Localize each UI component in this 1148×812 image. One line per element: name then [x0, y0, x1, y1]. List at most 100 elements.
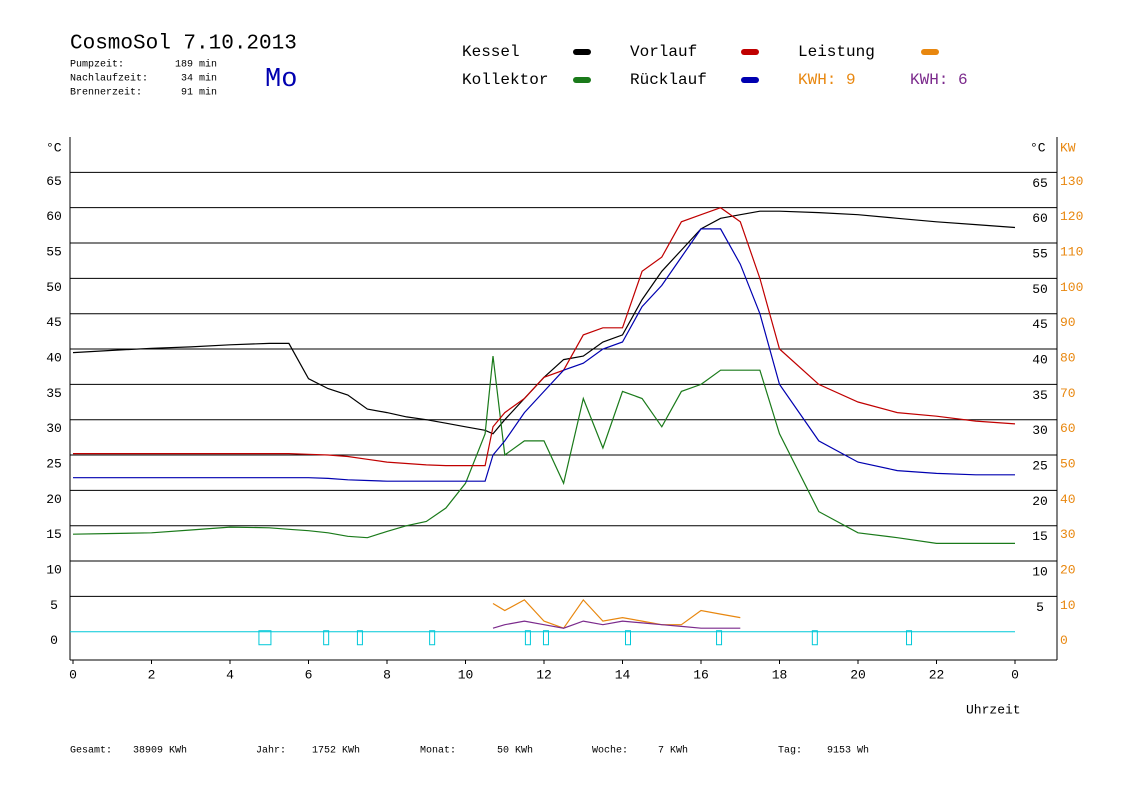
- x-tick-label: 0: [1011, 667, 1019, 682]
- x-tick-label: 20: [850, 667, 866, 682]
- y2-celsius-tick-label: 35: [1032, 388, 1048, 403]
- y-tick-label: 50: [46, 280, 62, 295]
- event-marker: [542, 630, 549, 646]
- x-tick-label: 6: [305, 667, 313, 682]
- event-marker: [323, 630, 330, 646]
- y2-tick-label: 20: [1060, 562, 1076, 577]
- y2-celsius-tick-label: 25: [1032, 458, 1048, 473]
- y-tick-label: 15: [46, 527, 62, 542]
- y-tick-label: 20: [46, 492, 62, 507]
- y2-celsius-tick-label: 20: [1032, 494, 1048, 509]
- y-tick-label: 5: [50, 598, 58, 613]
- series-line: [492, 598, 741, 629]
- y-tick-label: 10: [46, 562, 62, 577]
- y2-axis-label: KW: [1060, 140, 1076, 155]
- y2-tick-label: 110: [1060, 244, 1083, 259]
- footer-value: 9153 Wh: [827, 745, 869, 757]
- footer-label: Gesamt:: [70, 746, 112, 757]
- y-tick-label: 65: [46, 174, 62, 189]
- y-tick-label: 40: [46, 350, 62, 365]
- event-marker: [624, 630, 631, 646]
- y2-tick-label: 60: [1060, 421, 1076, 436]
- y2-tick-label: 120: [1060, 209, 1083, 224]
- y2-celsius-tick-label: 65: [1032, 176, 1048, 191]
- footer-value: 1752 KWh: [312, 745, 360, 757]
- x-tick-label: 18: [772, 667, 788, 682]
- y-tick-label: 45: [46, 315, 62, 330]
- x-tick-label: 12: [536, 667, 552, 682]
- y2-celsius-tick-label: 50: [1032, 282, 1048, 297]
- y2-celsius-tick-label: 15: [1032, 529, 1048, 544]
- x-tick-label: 22: [929, 667, 945, 682]
- event-marker: [429, 630, 436, 646]
- y2-tick-label: 30: [1060, 527, 1076, 542]
- weekday: Mo: [265, 65, 297, 95]
- legend-label: Kessel: [462, 43, 520, 61]
- legend-label: Leistung: [798, 43, 875, 61]
- x-tick-label: 16: [693, 667, 709, 682]
- legend-label: Kollektor: [462, 71, 548, 89]
- footer-label: Tag:: [778, 746, 802, 757]
- y2-tick-label: 50: [1060, 456, 1076, 471]
- y2-tick-label: 70: [1060, 386, 1076, 401]
- x-tick-label: 8: [383, 667, 391, 682]
- event-marker: [811, 630, 818, 646]
- footer-value: 38909 KWh: [133, 745, 187, 757]
- event-marker: [356, 630, 363, 646]
- y-axis-label: °C: [46, 140, 62, 155]
- y2-axis-label-celsius: °C: [1030, 140, 1046, 155]
- x-tick-label: 10: [458, 667, 474, 682]
- y2-tick-label: 90: [1060, 315, 1076, 330]
- y2-tick-label: 0: [1060, 633, 1068, 648]
- footer-value: 7 KWh: [658, 745, 688, 757]
- stat-value: 91 min: [181, 87, 217, 99]
- x-tick-label: 14: [615, 667, 631, 682]
- y-tick-label: 30: [46, 421, 62, 436]
- series-line: [72, 210, 1016, 435]
- y2-tick-label: 100: [1060, 280, 1083, 295]
- y2-celsius-tick-label: 40: [1032, 352, 1048, 367]
- y2-tick-label: 40: [1060, 492, 1076, 507]
- event-marker: [716, 630, 723, 646]
- stat-label: Nachlaufzeit:: [70, 73, 148, 85]
- x-axis-label: Uhrzeit: [966, 702, 1021, 717]
- footer-value: 50 KWh: [497, 745, 533, 757]
- y-tick-label: 0: [50, 633, 58, 648]
- footer-label: Woche:: [592, 745, 628, 757]
- kwh-label: KWH: 9: [798, 71, 856, 89]
- event-marker: [524, 630, 531, 646]
- chart-title: CosmoSol 7.10.2013: [70, 33, 297, 56]
- x-tick-label: 2: [148, 667, 156, 682]
- series-line: [72, 356, 1015, 544]
- x-tick-label: 0: [69, 667, 77, 682]
- event-marker: [258, 630, 272, 646]
- y2-celsius-tick-label: 60: [1032, 211, 1048, 226]
- y2-celsius-tick-label: 10: [1032, 564, 1048, 579]
- y2-tick-label: 10: [1060, 598, 1076, 613]
- series-line: [492, 620, 741, 629]
- y2-tick-label: 80: [1060, 350, 1076, 365]
- kwh-label: KWH: 6: [910, 71, 968, 89]
- y-tick-label: 35: [46, 386, 62, 401]
- stat-label: Brennerzeit:: [70, 87, 142, 99]
- stat-label: Pumpzeit:: [70, 59, 124, 71]
- stat-value: 34 min: [181, 73, 217, 85]
- y-tick-label: 60: [46, 209, 62, 224]
- legend-label: Vorlauf: [630, 43, 697, 61]
- x-tick-label: 4: [226, 667, 234, 682]
- y-tick-label: 25: [46, 456, 62, 471]
- y2-celsius-tick-label: 45: [1032, 317, 1048, 332]
- series-line: [73, 228, 1015, 482]
- y2-celsius-tick-label: 55: [1032, 246, 1048, 261]
- footer-label: Monat:: [420, 746, 456, 757]
- stat-value: 189 min: [175, 59, 217, 71]
- y2-celsius-tick-label: 5: [1036, 600, 1044, 615]
- series-line: [73, 207, 1016, 467]
- y2-tick-label: 130: [1060, 174, 1083, 189]
- legend-label: Rücklauf: [630, 71, 707, 89]
- y-tick-label: 55: [46, 244, 62, 259]
- y2-celsius-tick-label: 30: [1032, 423, 1048, 438]
- footer-label: Jahr:: [256, 745, 286, 757]
- event-marker: [906, 630, 913, 646]
